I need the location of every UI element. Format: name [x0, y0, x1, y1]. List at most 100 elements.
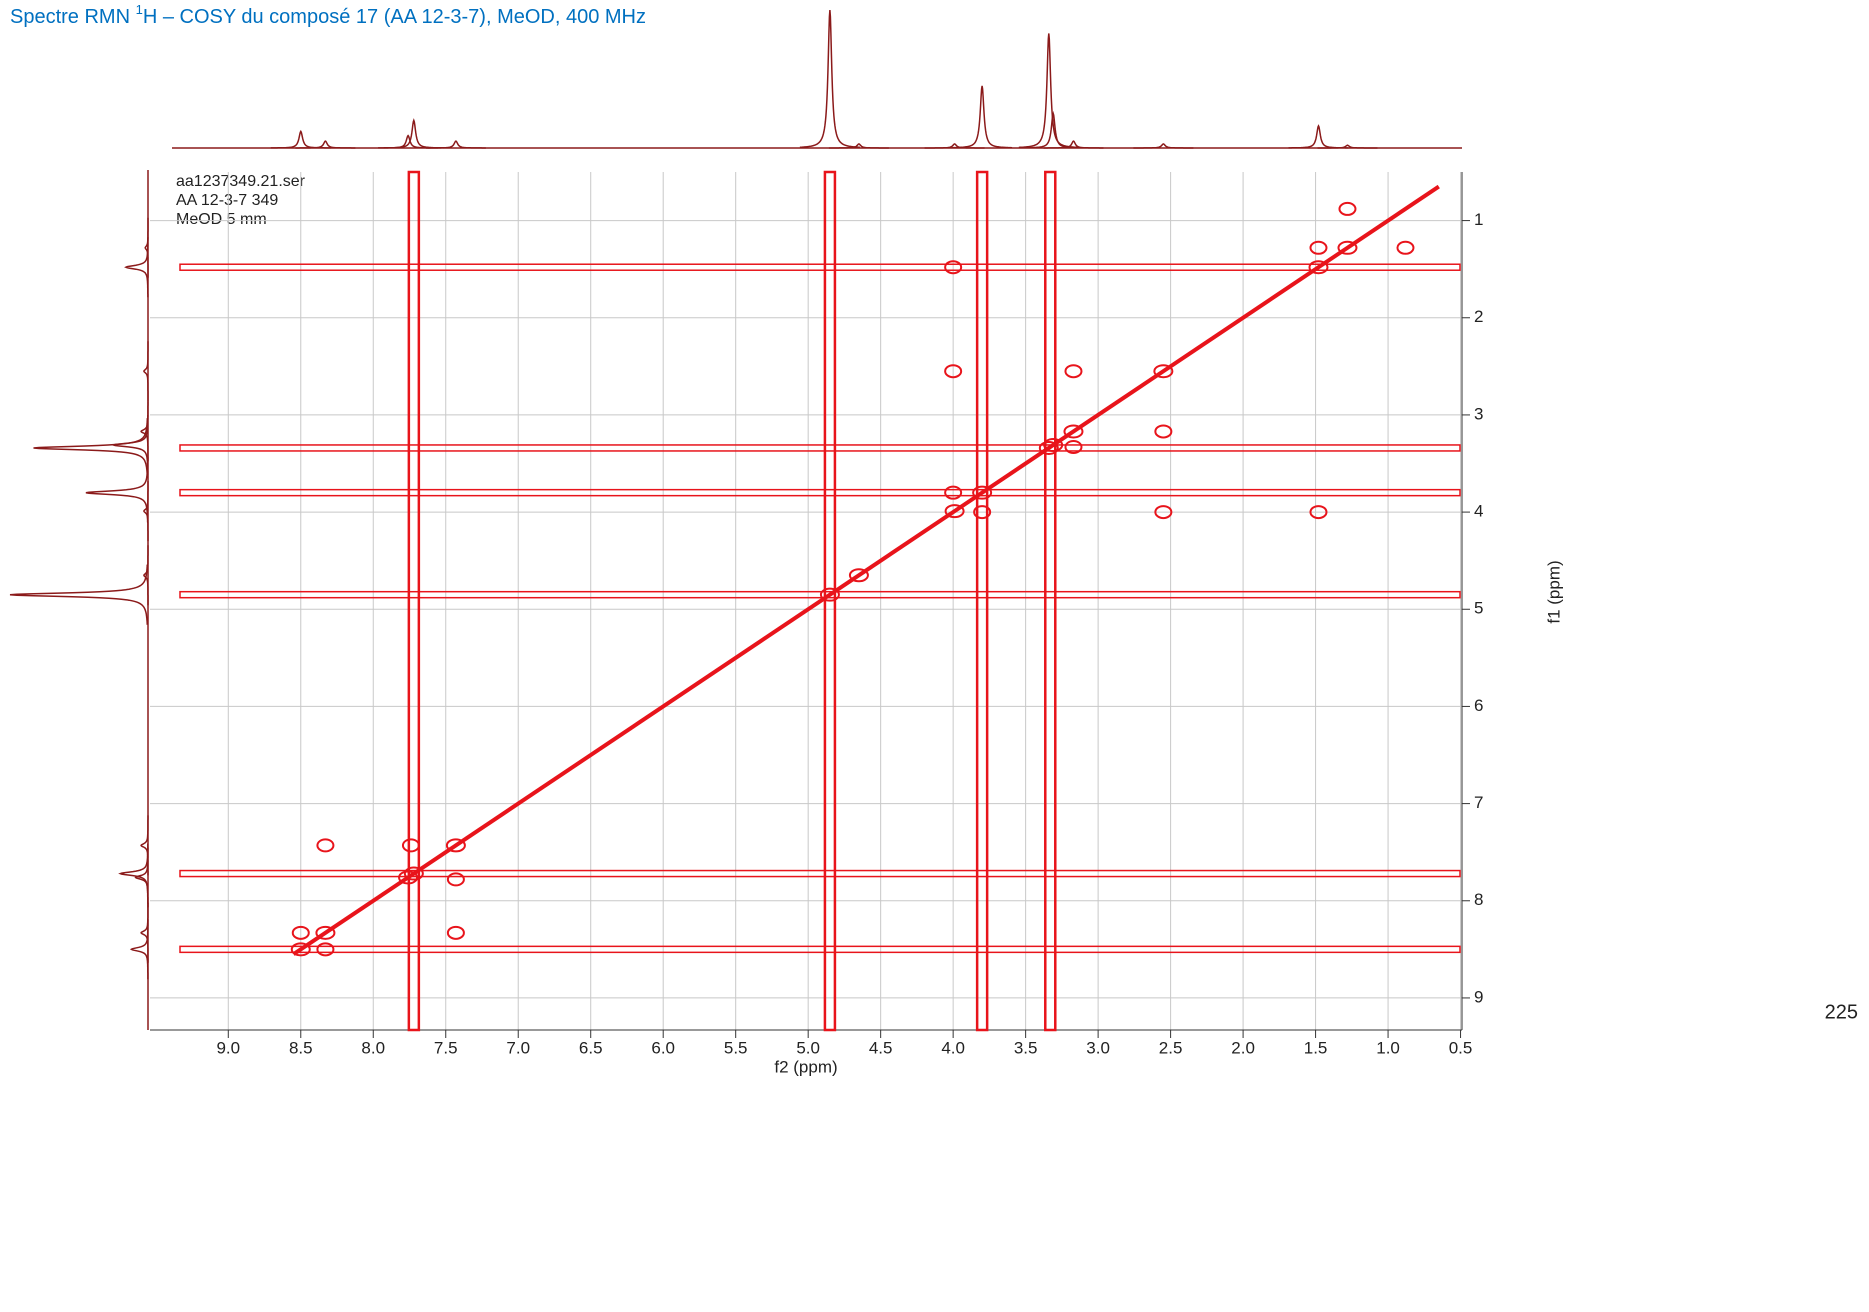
- diagonal-peak: [315, 925, 336, 940]
- side-spectrum-peak: [144, 217, 149, 278]
- diagonal-peak: [403, 866, 424, 881]
- y-tick-label: 5: [1474, 599, 1483, 618]
- horizontal-streak: [179, 488, 1461, 497]
- title-part: Spectre RMN: [10, 6, 136, 28]
- diagonal-peak: [944, 504, 965, 519]
- top-spectrum-peak: [1018, 33, 1079, 149]
- diagonal-peak: [398, 870, 419, 885]
- x-tick-label: 2.0: [1231, 1038, 1255, 1057]
- x-axis-label: f2 (ppm): [774, 1057, 837, 1076]
- top-spectrum-peak: [924, 143, 985, 149]
- top-spectrum-peak: [425, 140, 486, 149]
- horizontal-streak: [179, 869, 1461, 878]
- y-tick-label: 4: [1474, 502, 1483, 521]
- x-tick-label: 3.5: [1014, 1038, 1038, 1057]
- x-tick-label: 4.5: [869, 1038, 893, 1057]
- diagonal-peak: [972, 485, 993, 500]
- x-tick-label: 6.5: [579, 1038, 603, 1057]
- cross-peak: [944, 485, 963, 500]
- annotation: MeOD 5 mm: [176, 211, 267, 228]
- side-spectrum-peak: [124, 237, 149, 298]
- side-spectrum-peak: [33, 418, 149, 478]
- x-tick-label: 1.5: [1304, 1038, 1328, 1057]
- side-spectrum-peak: [9, 564, 149, 625]
- diagonal-peak: [1153, 364, 1174, 379]
- x-tick-label: 7.0: [506, 1038, 530, 1057]
- horizontal-streak: [179, 263, 1461, 271]
- top-spectrum-peak: [952, 85, 1013, 149]
- top-spectrum-peak: [799, 9, 861, 149]
- x-tick-label: 5.5: [724, 1038, 748, 1057]
- x-tick-label: 2.5: [1159, 1038, 1183, 1057]
- vertical-streak: [975, 170, 989, 1032]
- cross-peak: [291, 925, 310, 940]
- page-number: 225: [1825, 1001, 1858, 1023]
- top-spectrum-peak: [1023, 110, 1084, 149]
- y-tick-label: 1: [1474, 210, 1483, 229]
- cross-peak: [446, 872, 465, 887]
- y-tick-label: 6: [1474, 696, 1483, 715]
- diagonal: [292, 184, 1440, 956]
- horizontal-streak: [179, 590, 1461, 599]
- diagonal-peak: [1038, 440, 1059, 455]
- side-spectrum-peak: [143, 481, 149, 542]
- x-tick-label: 1.0: [1376, 1038, 1400, 1057]
- top-spectrum-peak: [378, 134, 439, 149]
- cross-peak: [944, 364, 963, 379]
- diagonal-peak: [1308, 260, 1329, 275]
- side-spectrum-peak: [143, 545, 149, 606]
- diagonal-peak: [848, 568, 869, 583]
- cross-peak: [1309, 240, 1328, 255]
- top-spectrum-peak: [1288, 124, 1349, 149]
- side-spectrum-peak: [110, 415, 149, 475]
- vertical-streak: [1044, 170, 1057, 1032]
- x-tick-label: 8.0: [361, 1038, 385, 1057]
- side-spectrum-peak: [129, 919, 149, 980]
- cross-peak: [446, 925, 465, 940]
- side-spectrum-peak: [140, 902, 149, 963]
- top-spectrum-peak: [1043, 140, 1104, 149]
- cross-peak: [1064, 439, 1083, 454]
- y-axis-label: f1 (ppm): [1544, 560, 1563, 623]
- y-tick-label: 8: [1474, 890, 1483, 909]
- horizontal-streak: [179, 444, 1461, 452]
- title: Spectre RMN 1H – COSY du composé 17 (AA …: [10, 2, 646, 28]
- x-tick-label: 4.0: [941, 1038, 965, 1057]
- x-tick-label: 7.5: [434, 1038, 458, 1057]
- side-spectrum-peak: [140, 815, 149, 876]
- diagonal-peak: [445, 838, 466, 853]
- cross-peak: [1309, 505, 1328, 520]
- cross-peak: [401, 838, 420, 853]
- cross-peak: [1338, 201, 1357, 216]
- diagonal-peak: [1337, 240, 1358, 255]
- cross-peak: [316, 942, 335, 957]
- cross-peak: [1064, 364, 1083, 379]
- y-tick-label: 9: [1474, 987, 1483, 1006]
- title-superscript: 1: [136, 2, 143, 17]
- x-tick-label: 8.5: [289, 1038, 313, 1057]
- annotation: aa1237349.21.ser: [176, 173, 306, 190]
- diagonal-peak: [1043, 438, 1064, 453]
- annotation: AA 12-3-7 349: [176, 192, 278, 209]
- y-tick-label: 3: [1474, 404, 1483, 423]
- diagonal-peak: [1063, 424, 1084, 439]
- top-spectrum-peak: [828, 143, 889, 149]
- cross-peak: [1154, 424, 1173, 439]
- x-tick-label: 3.0: [1086, 1038, 1110, 1057]
- y-tick-label: 2: [1474, 307, 1483, 326]
- side-spectrum-peak: [143, 341, 149, 402]
- x-tick-label: 9.0: [216, 1038, 240, 1057]
- cross-peak: [1396, 240, 1415, 255]
- top-spectrum-peak: [270, 129, 331, 149]
- cross-peak: [973, 505, 992, 520]
- vertical-streak: [407, 170, 421, 1032]
- diagonal-peak: [819, 587, 840, 602]
- cross-peak: [1154, 505, 1173, 520]
- x-tick-label: 0.5: [1449, 1038, 1473, 1057]
- top-spectrum-peak: [383, 118, 444, 149]
- top-spectrum-peak: [295, 140, 356, 149]
- top-spectrum-peak: [1317, 144, 1378, 149]
- side-spectrum-peak: [85, 462, 149, 523]
- horizontal-streak: [179, 945, 1461, 954]
